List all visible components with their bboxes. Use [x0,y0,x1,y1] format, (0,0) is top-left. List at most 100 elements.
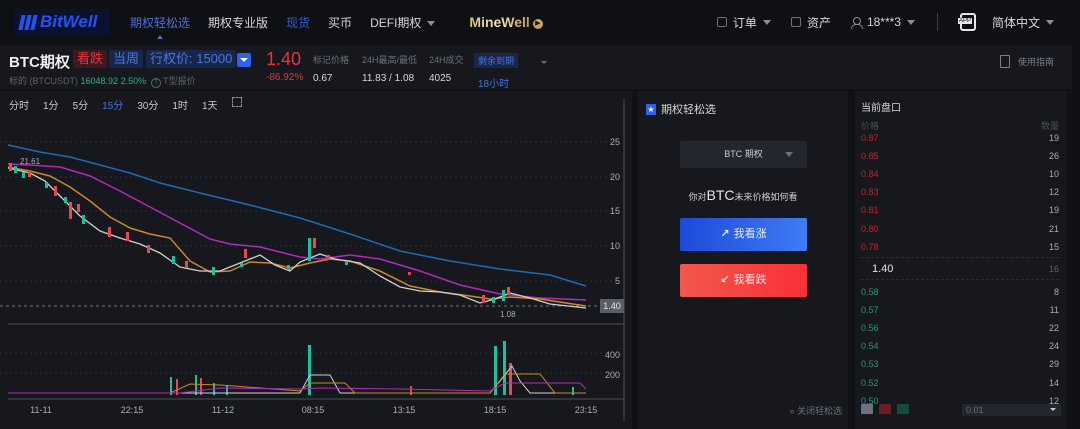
ask-price: 0.85 [861,151,879,162]
ask-row[interactable]: 0.78 15 [861,238,1059,256]
nav-spot[interactable]: 现货 [286,15,311,30]
user-guide-link[interactable]: 使用指南 [999,55,1054,68]
bitwell-logo[interactable]: BitWell [14,9,110,35]
high-annotation: 21.61 [20,157,41,166]
svg-text:08:15: 08:15 [302,405,325,415]
tab-1h[interactable]: 1时 [172,101,188,112]
tab-5m[interactable]: 5分 [72,101,89,112]
view-both-icon[interactable] [861,404,873,414]
nav-minewell[interactable]: MineWell ▶ [465,14,543,30]
ticker-info-bar: BTC期权 看跌 当周 行权价: 15000 标的 (BTCUSDT) 1604… [0,45,1072,90]
bullish-label: 我看涨 [733,228,767,240]
asset-select[interactable]: BTC 期权 [680,141,807,168]
contract-dropdown-button[interactable] [237,53,251,67]
bid-qty: 29 [1048,359,1059,370]
bid-qty: 24 [1048,341,1059,352]
nav-divider [936,13,938,31]
ask-row[interactable]: 0.81 19 [861,201,1059,219]
app-download-icon[interactable] [957,13,976,31]
stat-label: 剩余到期 [474,53,519,68]
ask-row[interactable]: 0.85 26 [861,147,1059,165]
bid-row[interactable]: 0.50 12 [861,392,1059,410]
stat-label: 24H成交 [429,55,464,65]
tab-timeline[interactable]: 分时 [9,101,29,112]
nav-defi-options[interactable]: DEFI期权 [370,14,436,31]
bid-row[interactable]: 0.57 11 [861,301,1059,319]
view-asks-icon[interactable] [879,404,891,414]
bearish-button[interactable]: ↙ 我看跌 [680,264,807,297]
page-scrollbar[interactable] [1072,45,1080,429]
order-icon [716,17,727,27]
logo-bars-icon [18,14,38,30]
easy-select-title-text: 期权轻松选 [661,104,716,116]
mid-price: 1.40 [872,262,894,275]
stat-24h-high-low: 24H最高/最低 11.83 / 1.08 [362,53,417,84]
bid-row[interactable]: 0.54 24 [861,337,1059,355]
orderbook-header: 价格 数量 [861,119,1059,132]
bid-qty: 22 [1048,323,1059,334]
language-label: 简体中文 [991,15,1040,30]
top-navigation-bar: BitWell 期权轻松选 期权专业版 现货 买币 DEFI期权 MineWel… [0,0,1080,44]
ask-row[interactable]: 0.84 10 [861,165,1059,183]
tab-1d[interactable]: 1天 [201,101,218,112]
user-label: 18***3 [866,15,901,29]
view-bids-icon[interactable] [897,404,909,414]
tab-30m[interactable]: 30分 [137,101,159,112]
expand-stats-icon[interactable] [541,61,547,64]
precision-select[interactable]: 0.01 [962,404,1061,416]
underlying-label: 标的 (BTCUSDT) [9,76,78,86]
t-quote-link[interactable]: T型报价 [163,76,196,86]
question-asset: BTC [706,187,735,203]
orders-menu[interactable]: 订单 [716,14,771,31]
chevron-down-icon [906,19,915,25]
stat-mark-price: 标记价格 0.67 [313,53,349,84]
user-menu[interactable]: 18***3 [850,15,915,29]
fullscreen-icon[interactable] [231,97,242,107]
nav-defi-label: DEFI期权 [370,15,422,30]
ask-price: 0.84 [861,169,879,180]
bid-price: 0.57 [861,305,879,316]
svg-text:5: 5 [615,276,620,286]
tab-15m[interactable]: 15分 [102,101,124,112]
nav-easy-options[interactable]: 期权轻松选 [130,15,191,30]
language-selector[interactable]: 简体中文 [992,14,1054,31]
mid-qty: 16 [1048,263,1059,274]
bid-price: 0.50 [861,395,879,406]
ask-row[interactable]: 0.87 19 [861,129,1059,147]
bid-price: 0.53 [861,359,879,370]
assets-menu[interactable]: 资产 [790,14,831,31]
arrow-up-right-icon: ↗ [720,228,730,240]
ask-price: 0.81 [861,205,879,216]
asks-list: 0.87 19 0.85 26 0.84 10 0.83 12 0.81 19 0.80 2… [861,129,1059,256]
nav-pro-options[interactable]: 期权专业版 [208,15,269,30]
candlestick-chart[interactable]: 25 20 15 10 5 400 200 1.40 21.61 [0,91,632,429]
close-easy-select-link[interactable]: » 关闭轻松选 [789,404,842,417]
ask-price: 0.78 [861,241,879,252]
chart-panel: 分时 1分 5分 15分 30分 1时 1天 25 20 15 10 5 400 200 [0,91,632,429]
guide-icon [999,55,1010,68]
bullish-button[interactable]: ↗ 我看涨 [680,218,807,251]
question-prefix: 你对 [688,192,707,202]
tab-1m[interactable]: 1分 [43,101,59,112]
ask-row[interactable]: 0.80 21 [861,219,1059,237]
bids-list: 0.58 8 0.57 11 0.56 22 0.54 24 0.53 29 0.52 14… [861,283,1059,410]
play-icon: ▶ [532,18,543,29]
bid-price: 0.58 [861,287,879,298]
arrow-down-left-icon: ↙ [720,274,730,286]
ask-qty: 26 [1048,151,1059,162]
bid-row[interactable]: 0.53 29 [861,355,1059,373]
bid-row[interactable]: 0.56 22 [861,319,1059,337]
stat-value: 0.67 [313,73,333,84]
logo-text: BitWell [40,12,98,31]
precision-value: 0.01 [966,405,984,415]
close-label: 关闭轻松选 [796,406,842,416]
bid-row[interactable]: 0.52 14 [861,373,1059,391]
chevron-down-icon [427,20,436,26]
bearish-label: 我看跌 [733,274,767,286]
bid-price: 0.54 [861,341,879,352]
nav-buy-crypto[interactable]: 买币 [328,15,353,30]
ask-row[interactable]: 0.83 12 [861,183,1059,201]
svg-text:1.40: 1.40 [603,301,621,311]
bid-qty: 8 [1053,287,1059,298]
bid-row[interactable]: 0.58 8 [861,283,1059,301]
